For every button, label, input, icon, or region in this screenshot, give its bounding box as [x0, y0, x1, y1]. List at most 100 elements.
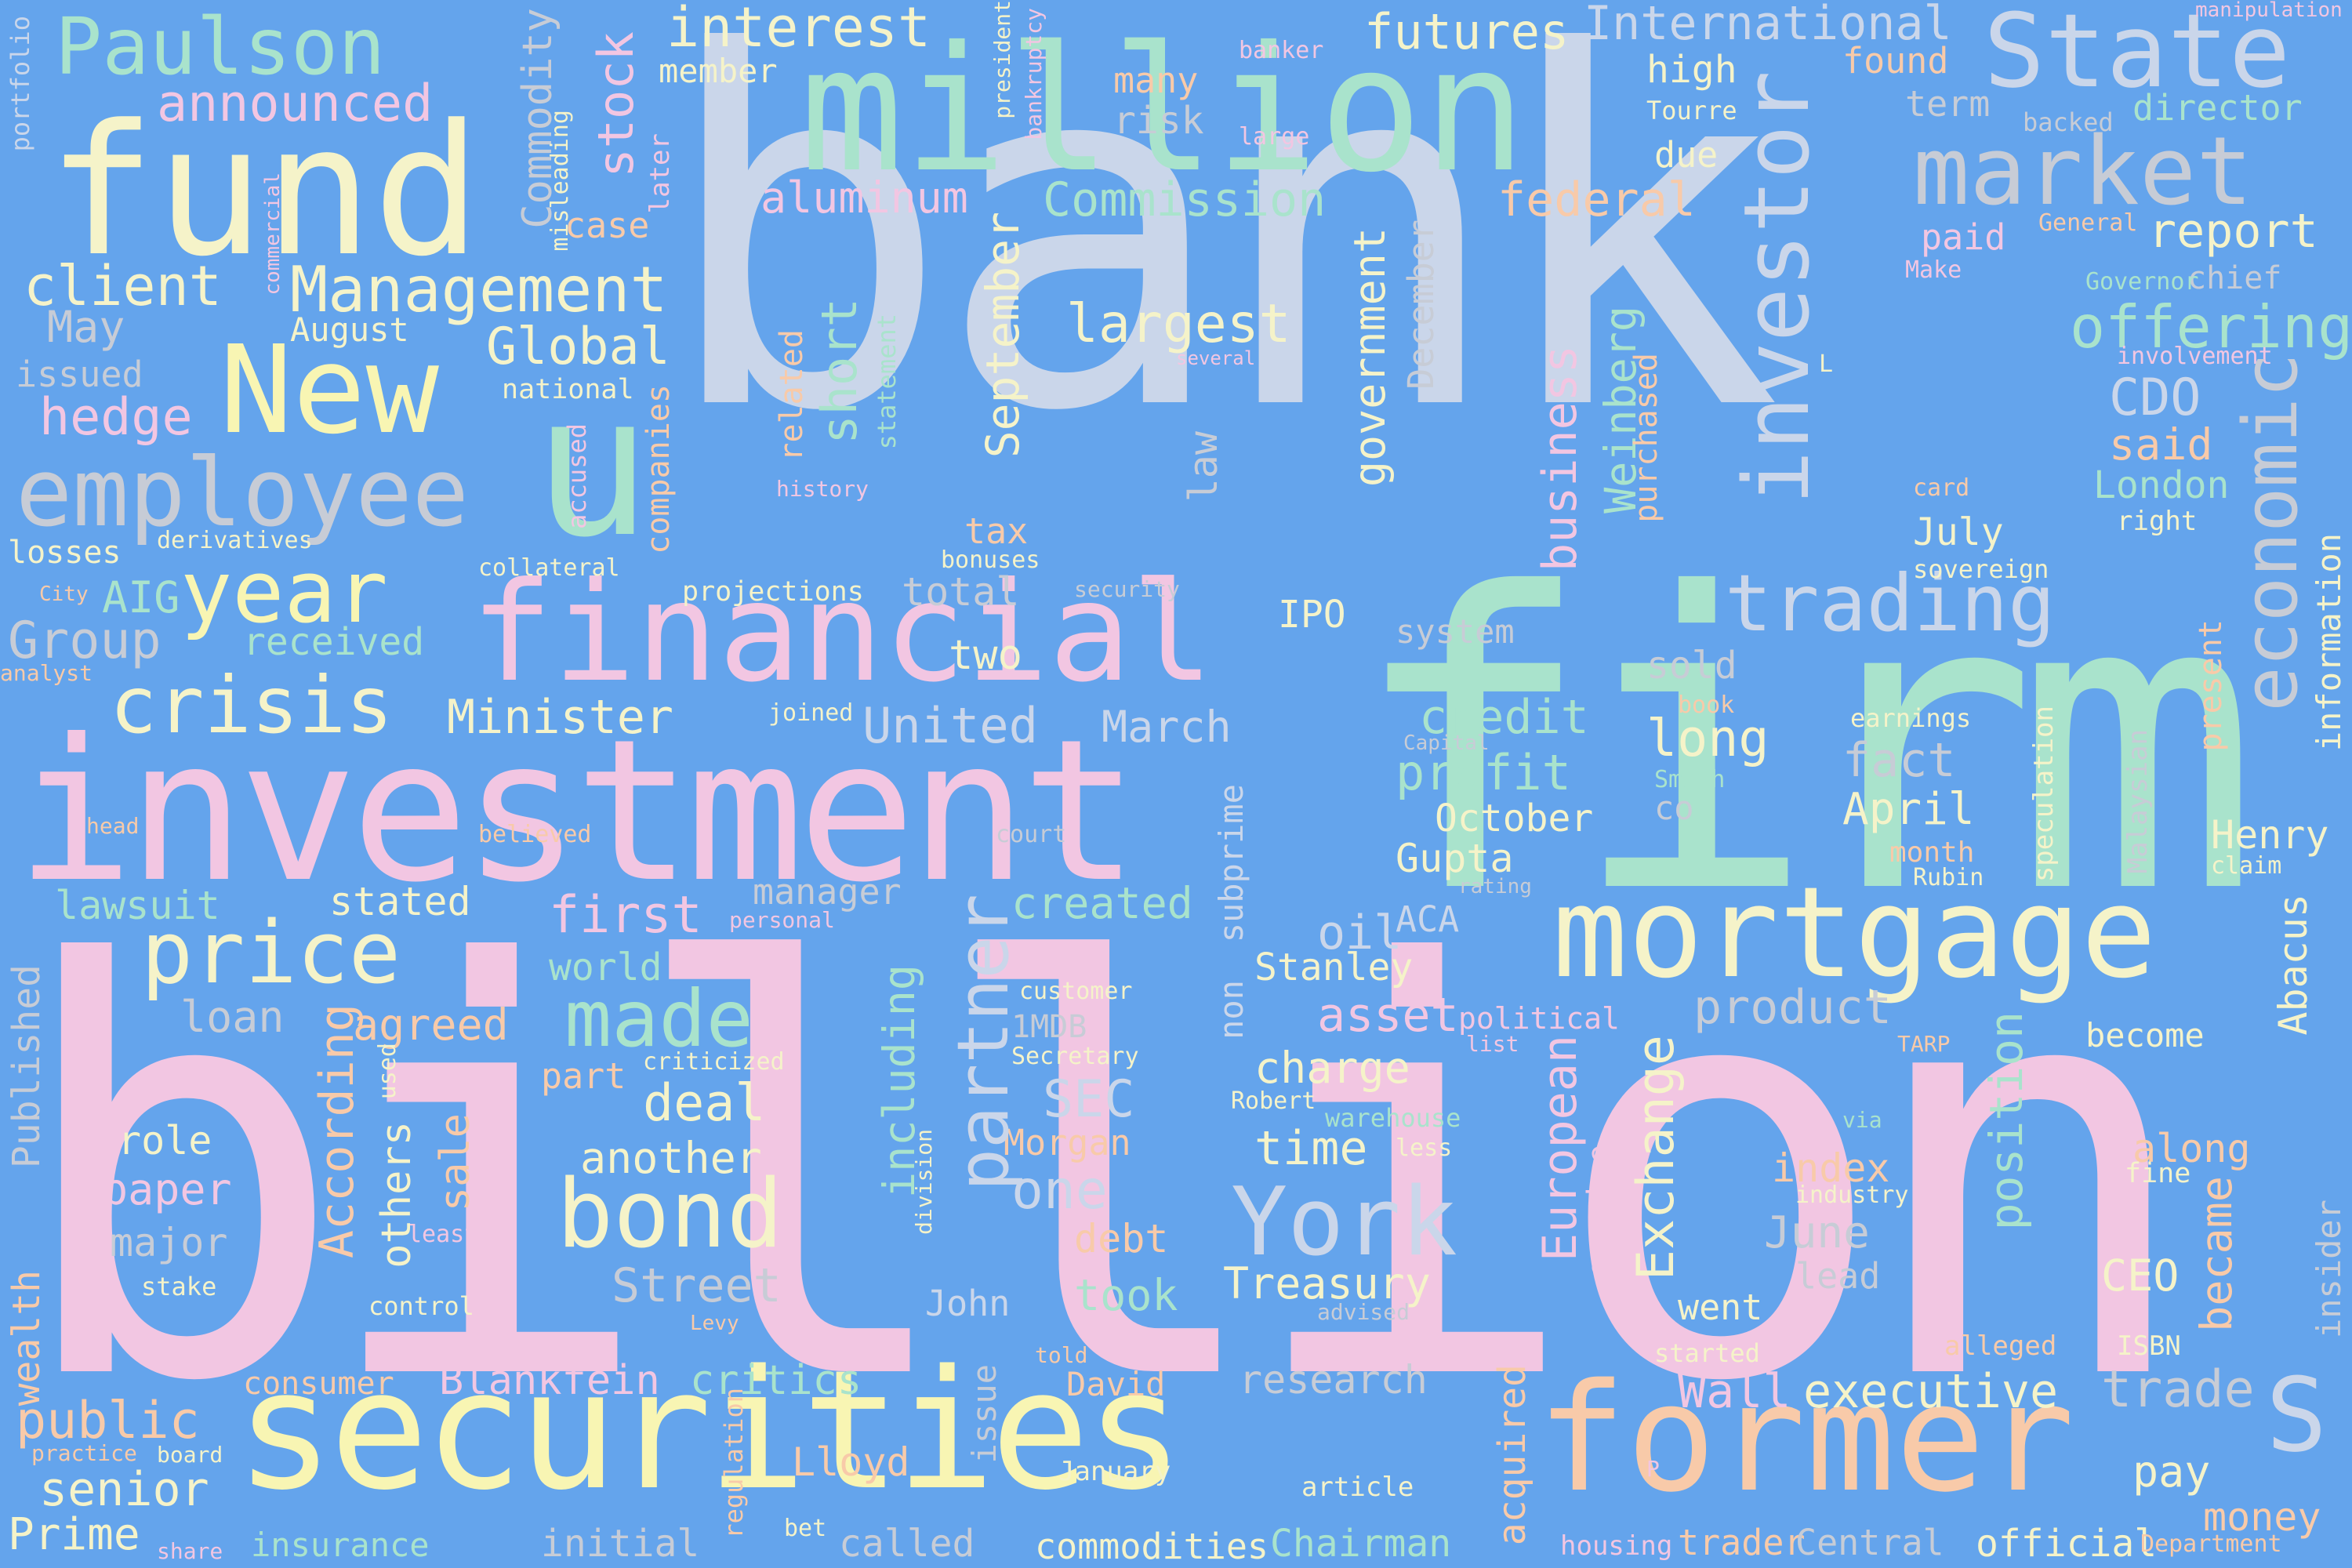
word-public: public — [16, 1392, 200, 1450]
word-april: April — [1842, 784, 1975, 835]
word-agreed: agreed — [353, 1000, 509, 1050]
word-paper: paper — [102, 1164, 232, 1214]
word-crisis: crisis — [110, 659, 394, 751]
word-customer: customer — [1019, 978, 1133, 1005]
word-sec: SEC — [1043, 1070, 1135, 1129]
word-made: made — [564, 973, 753, 1065]
word-paid: paid — [1921, 216, 2006, 258]
word-street: Street — [612, 1258, 782, 1313]
word-research: research — [1239, 1357, 1428, 1403]
word-stanley: Stanley — [1254, 946, 1414, 989]
word-term: term — [1905, 83, 1991, 125]
word-role: role — [118, 1118, 212, 1163]
word-started: started — [1654, 1338, 1760, 1368]
word-position: position — [1980, 1011, 2033, 1231]
word-fund: fund — [47, 87, 481, 296]
word-issue: issue — [965, 1364, 1004, 1464]
word-ipo: IPO — [1278, 593, 1346, 637]
word-profit: profit — [1396, 744, 1571, 801]
word-bond: bond — [557, 1160, 783, 1269]
word-subprime: subprime — [1212, 784, 1250, 943]
word-speculation: speculation — [2028, 706, 2060, 883]
word-claim: claim — [2211, 852, 2282, 880]
word-major: major — [110, 1220, 228, 1265]
word-bankruptcy: bankruptcy — [1021, 8, 1047, 140]
word-trade: trade — [2101, 1360, 2255, 1419]
word-stock: stock — [587, 31, 644, 178]
word-henry: Henry — [2211, 812, 2329, 858]
word-non: non — [1212, 980, 1250, 1040]
word-sale: sale — [432, 1113, 479, 1212]
word-economic: trading — [1725, 557, 2056, 649]
word-president: president — [989, 0, 1015, 119]
word-january: January — [1058, 1456, 1171, 1487]
word-national: national — [502, 374, 634, 405]
word-robert: Robert — [1231, 1087, 1316, 1115]
word-issued: issued — [16, 354, 143, 395]
word-secretary: Secretary — [1011, 1043, 1139, 1070]
word-u: u — [533, 352, 652, 580]
word-department: Department — [2140, 1530, 2282, 1558]
word-lawsuit: lawsuit — [55, 883, 220, 928]
word-purchased: purchased — [1628, 353, 1664, 523]
word-fine: fine — [2125, 1158, 2191, 1189]
word-debt: debt — [1074, 1216, 1169, 1261]
word-insider: insider — [2310, 1200, 2348, 1339]
word-via: via — [1842, 1107, 1882, 1133]
word-abacus: Abacus — [2270, 894, 2316, 1036]
word-credit: credit — [1419, 690, 1589, 745]
word-went: went — [1678, 1287, 1763, 1328]
word-central: Central — [1795, 1522, 1944, 1563]
word-pay: pay — [2132, 1446, 2211, 1497]
word-october: October — [1435, 797, 1594, 840]
word-believed: believed — [478, 821, 592, 848]
word-bet: bet — [784, 1515, 827, 1542]
word-minister: Minister — [447, 690, 673, 745]
word-offering: offering — [2070, 292, 2352, 361]
word-book: book — [1678, 691, 1735, 719]
word-month: month — [1889, 837, 1975, 869]
word-present: present — [2193, 619, 2229, 752]
word-rubin: Rubin — [1913, 864, 1984, 891]
word-december: December — [1400, 220, 1442, 390]
word-john: John — [925, 1283, 1011, 1324]
word-security: security — [1074, 576, 1180, 602]
word-court: court — [996, 821, 1067, 848]
word-part: part — [541, 1055, 626, 1097]
word-article: article — [1301, 1472, 1414, 1503]
word-client: client — [24, 254, 222, 318]
word-list: list — [1466, 1031, 1519, 1057]
word-world: world — [549, 946, 662, 989]
word-banker: banker — [1239, 37, 1324, 64]
word-trader: trader — [1678, 1522, 1806, 1563]
word-according: According — [310, 1004, 365, 1259]
word-product: product — [1693, 980, 1892, 1035]
word-exchange: Exchange — [1627, 1035, 1686, 1281]
word-lead: lead — [1795, 1255, 1881, 1297]
word-stake: stake — [141, 1272, 217, 1301]
word-system: system — [1396, 612, 1515, 651]
word-manager: manager — [753, 871, 902, 913]
word-government: government — [1345, 227, 1395, 488]
word-deal: deal — [643, 1074, 766, 1133]
word-received: received — [243, 620, 425, 664]
word-city: City — [39, 583, 89, 606]
word-card: card — [1913, 474, 1970, 502]
word-projections: projections — [682, 576, 864, 608]
word-became: became — [2191, 1176, 2241, 1332]
word-loan: loan — [180, 992, 285, 1042]
word-largest: largest — [1066, 293, 1291, 355]
word-risk: risk — [1113, 99, 1204, 143]
word-wealth: wealth — [5, 1270, 49, 1406]
word-one: one — [1011, 1160, 1108, 1221]
word-index: index — [1772, 1145, 1890, 1191]
word-commission: Commission — [1043, 172, 1327, 227]
word-division: division — [911, 1129, 937, 1235]
word-international: International — [1584, 0, 1952, 51]
word-asset: asset — [1317, 988, 1459, 1043]
word-august: August — [290, 310, 409, 349]
word-found: found — [1842, 40, 1949, 82]
word-gupta: Gupta — [1396, 836, 1514, 881]
word-companies: companies — [641, 384, 677, 554]
